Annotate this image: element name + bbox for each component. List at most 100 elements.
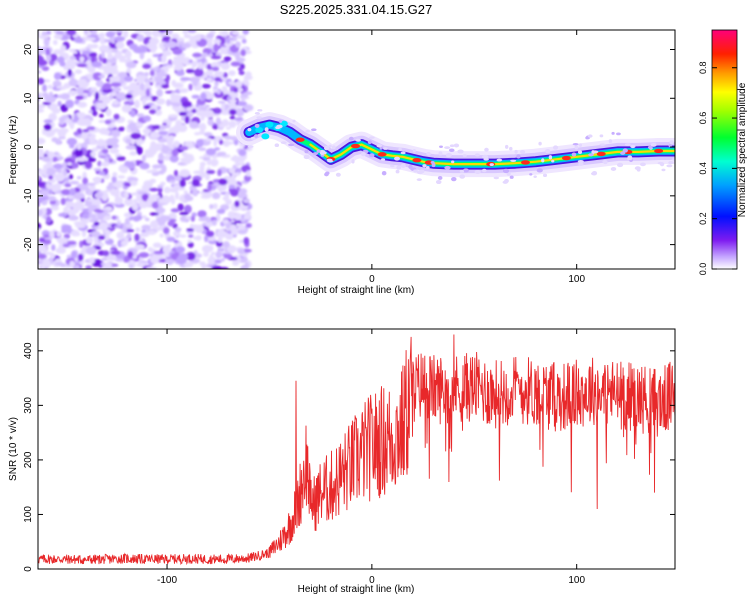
noise-blob [38, 151, 42, 159]
noise-blob [141, 193, 149, 202]
noise-blob [139, 232, 150, 238]
noise-blob [201, 171, 206, 178]
noise-blob [160, 54, 167, 64]
noise-blob [155, 98, 166, 105]
noise-blob [77, 78, 87, 88]
noise-blob [135, 138, 143, 146]
ridge-hotspot [295, 137, 305, 142]
ridge-hotspot [561, 155, 571, 161]
ridge-speckle [280, 141, 287, 145]
noise-blob [71, 202, 82, 209]
noise-blob [187, 239, 192, 243]
noise-blob [64, 183, 72, 188]
noise-blob [168, 135, 175, 142]
noise-blob [142, 128, 152, 134]
noise-blob [183, 34, 192, 39]
noise-blob [137, 191, 148, 195]
ridge-speckle [413, 169, 418, 173]
noise-blob [240, 49, 246, 57]
noise-blob [173, 124, 180, 130]
noise-blob [231, 31, 240, 35]
noise-blob [67, 68, 72, 77]
ridge-hotspot [654, 148, 664, 154]
noise-blob [50, 206, 60, 211]
y-tick-label: 100 [23, 506, 34, 523]
noise-blob [238, 188, 248, 195]
noise-blob [67, 162, 72, 166]
ridge-speckle [449, 144, 455, 148]
noise-blob [59, 263, 66, 268]
noise-blob [153, 250, 165, 255]
noise-blob [98, 222, 109, 231]
noise-blob [228, 99, 237, 103]
noise-blob [46, 54, 52, 62]
noise-blob [229, 115, 236, 120]
noise-blob [218, 178, 228, 186]
noise-blob [201, 245, 213, 253]
noise-blob [237, 101, 247, 107]
noise-blob [174, 94, 180, 99]
noise-blob [141, 224, 151, 230]
noise-blob [173, 230, 181, 237]
colorbar-label: Normalized spectral amplitude [737, 82, 748, 217]
noise-blob [218, 139, 224, 145]
noise-blob [217, 169, 222, 177]
noise-blob [171, 197, 176, 205]
noise-blob [111, 263, 119, 267]
noise-blob [222, 30, 229, 37]
ridge-speckle [459, 174, 466, 179]
noise-blob [118, 165, 129, 172]
noise-blob [109, 188, 120, 197]
ridge-speckle [533, 175, 537, 178]
noise-blob [162, 122, 167, 126]
noise-blob [92, 72, 103, 81]
noise-blob [114, 180, 125, 185]
noise-blob [242, 198, 250, 204]
ridge-speckle [369, 136, 375, 139]
noise-blob [128, 90, 133, 94]
noise-blob [210, 158, 219, 167]
noise-blob [234, 51, 241, 60]
noise-blob [76, 157, 87, 162]
noise-blob [207, 118, 214, 126]
ridge-hotspot [412, 158, 422, 163]
ridge-speckle [396, 165, 402, 170]
noise-blob [86, 236, 93, 244]
snr-series-line [38, 334, 675, 566]
noise-blob [48, 178, 56, 184]
noise-blob [216, 208, 226, 214]
noise-blob [111, 129, 121, 138]
noise-blob [38, 189, 41, 193]
ridge-speckle [398, 147, 402, 152]
ridge-speckle [502, 168, 510, 174]
ridge-speckle [650, 142, 657, 147]
noise-blob [135, 215, 143, 221]
noise-blob [203, 92, 215, 100]
ridge-speckle [250, 136, 256, 140]
ridge-speckle [599, 134, 604, 138]
noise-blob [54, 173, 65, 182]
snr-axes: -100 0 100 0 100 200 300 400 [23, 329, 675, 586]
ridge-speckle [552, 145, 559, 150]
noise-blob [143, 180, 153, 188]
noise-blob [87, 66, 96, 74]
x-tick-label: 0 [369, 274, 375, 285]
noise-blob [143, 30, 151, 36]
spectrogram-xlabel: Height of straight line (km) [298, 285, 415, 296]
ridge-speckle [254, 111, 260, 115]
noise-blob [230, 61, 241, 67]
noise-blob [57, 100, 62, 107]
noise-blob [136, 262, 147, 267]
noise-blob [240, 217, 246, 223]
noise-blob [174, 191, 180, 200]
noise-blob [63, 233, 71, 239]
noise-blob [42, 101, 52, 106]
ridge-speckle [668, 144, 672, 148]
noise-blob [81, 50, 91, 55]
noise-blob [205, 148, 217, 156]
ridge-speckle [316, 149, 321, 153]
noise-blob [114, 203, 125, 208]
noise-blob [183, 261, 194, 268]
ridge-speckle [312, 152, 319, 155]
noise-blob [151, 104, 158, 111]
